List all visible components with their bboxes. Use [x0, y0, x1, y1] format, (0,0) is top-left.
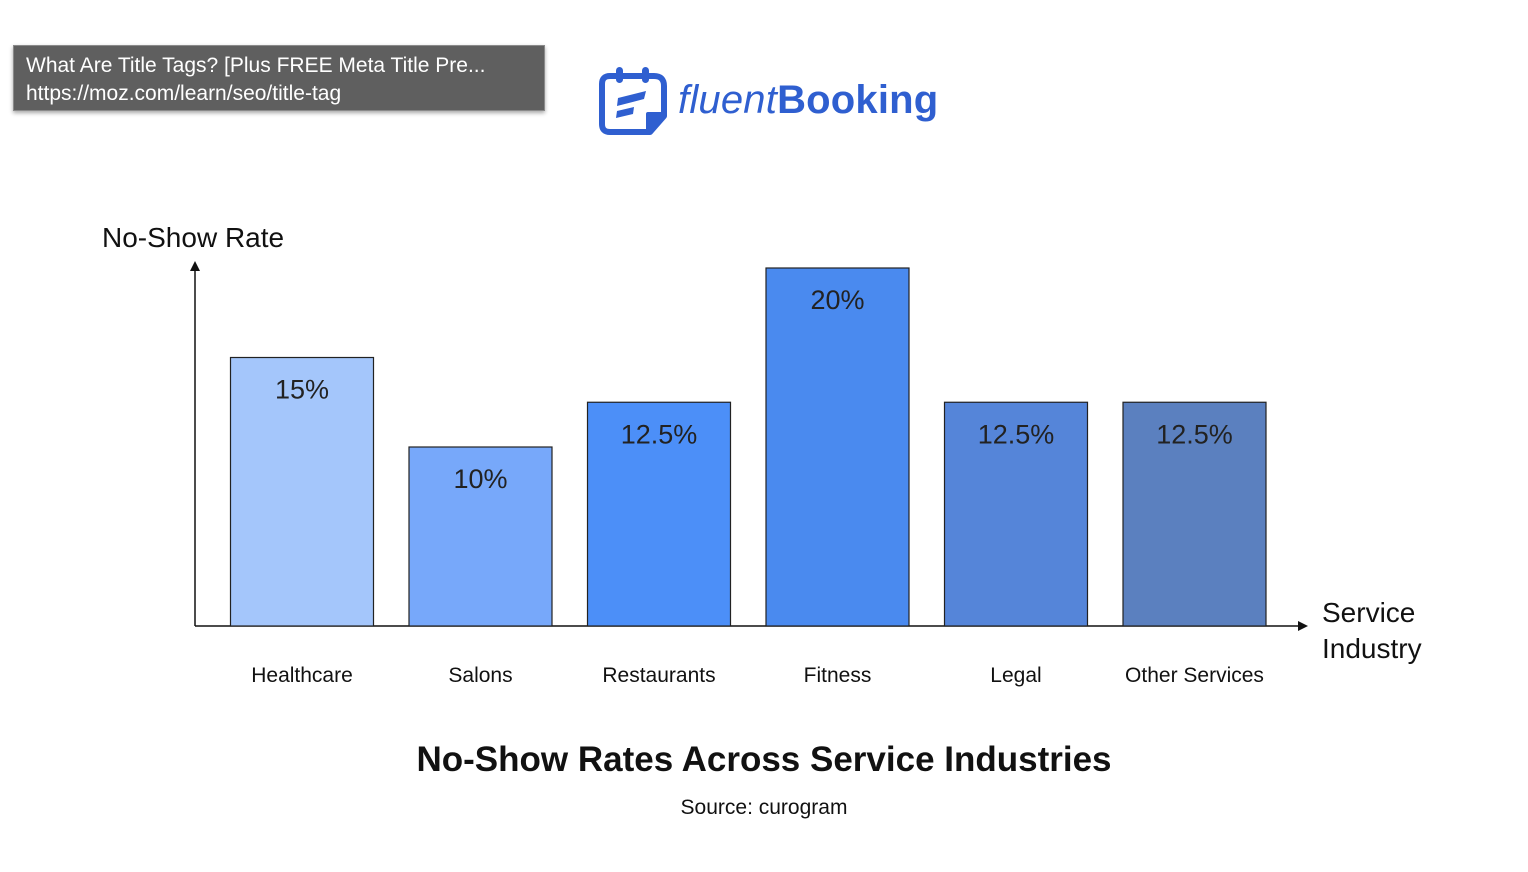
x-tick-label: Healthcare [251, 664, 353, 687]
logo-text: fluentBooking [678, 78, 938, 123]
x-tick-label: Salons [448, 664, 512, 687]
bar [943, 401, 1089, 627]
chart-title: No-Show Rates Across Service Industries [416, 740, 1112, 779]
x-tick-label: Other Services [1125, 664, 1264, 687]
bar [408, 446, 553, 627]
x-tick-label: Legal [990, 664, 1041, 687]
x-axis-arrow [1298, 621, 1308, 631]
bar-value-label: 20% [810, 285, 864, 315]
bar-value-label: 15% [275, 375, 329, 405]
y-axis-arrow [190, 261, 200, 271]
link-preview-tooltip: What Are Title Tags? [Plus FREE Meta Tit… [13, 45, 545, 111]
bar-value-label: 12.5% [978, 419, 1055, 449]
bar [765, 267, 910, 627]
y-axis-label: No-Show Rate [102, 222, 284, 253]
bar-value-label: 12.5% [621, 419, 698, 449]
x-tick-label: Fitness [804, 664, 872, 687]
bar [1122, 401, 1267, 627]
x-tick-label: Restaurants [602, 664, 715, 687]
bar-value-label: 10% [453, 464, 507, 494]
chart-source: Source: curogram [680, 796, 848, 819]
logo-text-bold: Booking [777, 77, 939, 122]
calendar-icon [599, 67, 667, 135]
bar [586, 401, 732, 627]
x-axis-label: Service Industry [1322, 597, 1422, 664]
logo-text-light: fluent [678, 77, 778, 122]
bar-value-label: 12.5% [1156, 419, 1233, 449]
bar [229, 356, 375, 627]
fluentbooking-logo: fluentBooking [598, 62, 938, 138]
